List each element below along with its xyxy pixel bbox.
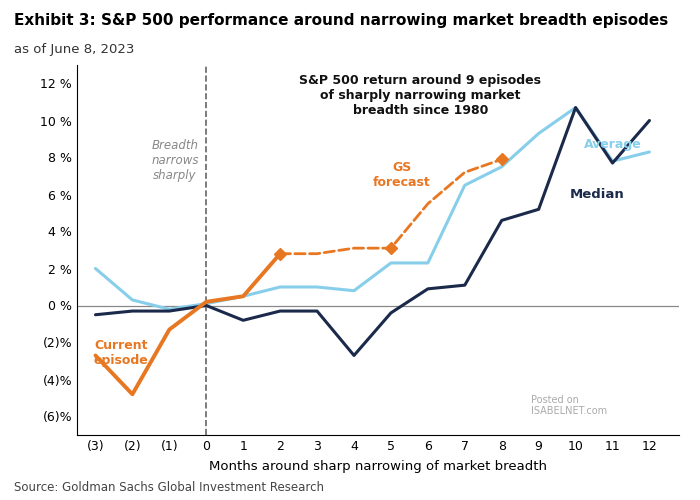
Text: Median: Median — [570, 188, 625, 201]
Text: as of June 8, 2023: as of June 8, 2023 — [14, 42, 134, 56]
Text: Source: Goldman Sachs Global Investment Research: Source: Goldman Sachs Global Investment … — [14, 481, 324, 494]
Text: Posted on
ISABELNET.com: Posted on ISABELNET.com — [531, 395, 608, 416]
Text: Current
episode: Current episode — [94, 339, 148, 367]
X-axis label: Months around sharp narrowing of market breadth: Months around sharp narrowing of market … — [209, 460, 547, 473]
Text: Exhibit 3: S&P 500 performance around narrowing market breadth episodes: Exhibit 3: S&P 500 performance around na… — [14, 12, 668, 28]
Text: Average: Average — [584, 138, 642, 151]
Text: GS
forecast: GS forecast — [373, 161, 431, 189]
Text: S&P 500 return around 9 episodes
of sharply narrowing market
breadth since 1980: S&P 500 return around 9 episodes of shar… — [300, 74, 542, 117]
Text: Breadth
narrows
sharply: Breadth narrows sharply — [151, 139, 199, 182]
